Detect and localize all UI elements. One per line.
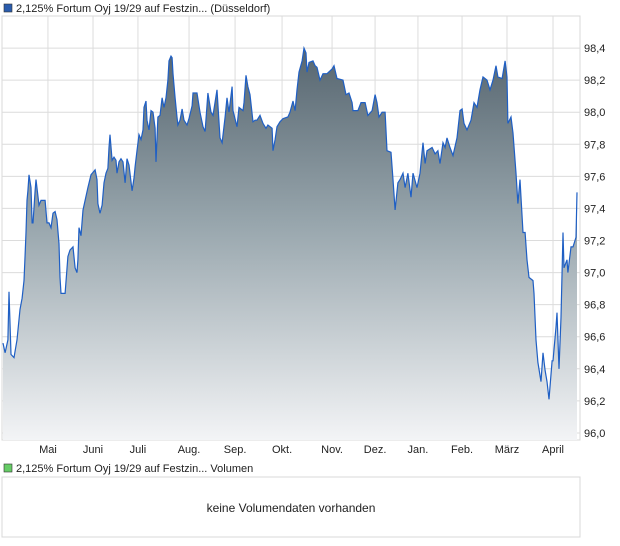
x-tick-label: Aug. (178, 444, 201, 456)
y-tick-label: 97,2 (584, 236, 605, 248)
no-volume-message: keine Volumendaten vorhanden (207, 501, 376, 515)
legend-label-price: 2,125% Fortum Oyj 19/29 auf Festzin... (… (16, 3, 270, 15)
x-tick-label: Nov. (321, 444, 343, 456)
x-tick-label: März (495, 444, 519, 456)
x-tick-label: Sep. (224, 444, 247, 456)
y-tick-label: 96,4 (584, 364, 605, 376)
price-area (3, 48, 577, 440)
price-line (2, 45, 578, 400)
x-tick-label: Juli (130, 444, 147, 456)
legend-swatch-price (3, 3, 13, 13)
y-tick-label: 97,8 (584, 139, 605, 151)
x-tick-label: Jan. (408, 444, 429, 456)
y-tick-label: 96,0 (584, 428, 605, 440)
y-tick-label: 97,0 (584, 268, 605, 280)
y-tick-label: 97,6 (584, 171, 605, 183)
y-tick-label: 98,2 (584, 75, 605, 87)
x-tick-label: Feb. (451, 444, 473, 456)
y-tick-label: 96,8 (584, 300, 605, 312)
y-axis-labels: 96,0 96,2 96,4 96,6 96,8 97,0 97,2 97,4 97,6 97,8… (584, 43, 605, 440)
legend-label-volume: 2,125% Fortum Oyj 19/29 auf Festzin... V… (16, 463, 253, 475)
x-tick-label: Mai (39, 444, 57, 456)
x-tick-label: Okt. (272, 444, 292, 456)
volume-panel (1, 476, 581, 538)
x-tick-label: Juni (83, 444, 103, 456)
legend-swatch-volume (3, 463, 13, 473)
y-tick-label: 98,0 (584, 107, 605, 119)
y-tick-label: 96,6 (584, 332, 605, 344)
y-tick-label: 98,4 (584, 43, 605, 55)
y-tick-label: 96,2 (584, 396, 605, 408)
x-tick-label: Dez. (364, 444, 387, 456)
x-axis-labels: Mai Juni Juli Aug. Sep. Okt. Nov. Dez. Jan. Feb. M… (39, 444, 564, 456)
y-tick-label: 97,4 (584, 203, 605, 215)
x-tick-label: April (542, 444, 564, 456)
